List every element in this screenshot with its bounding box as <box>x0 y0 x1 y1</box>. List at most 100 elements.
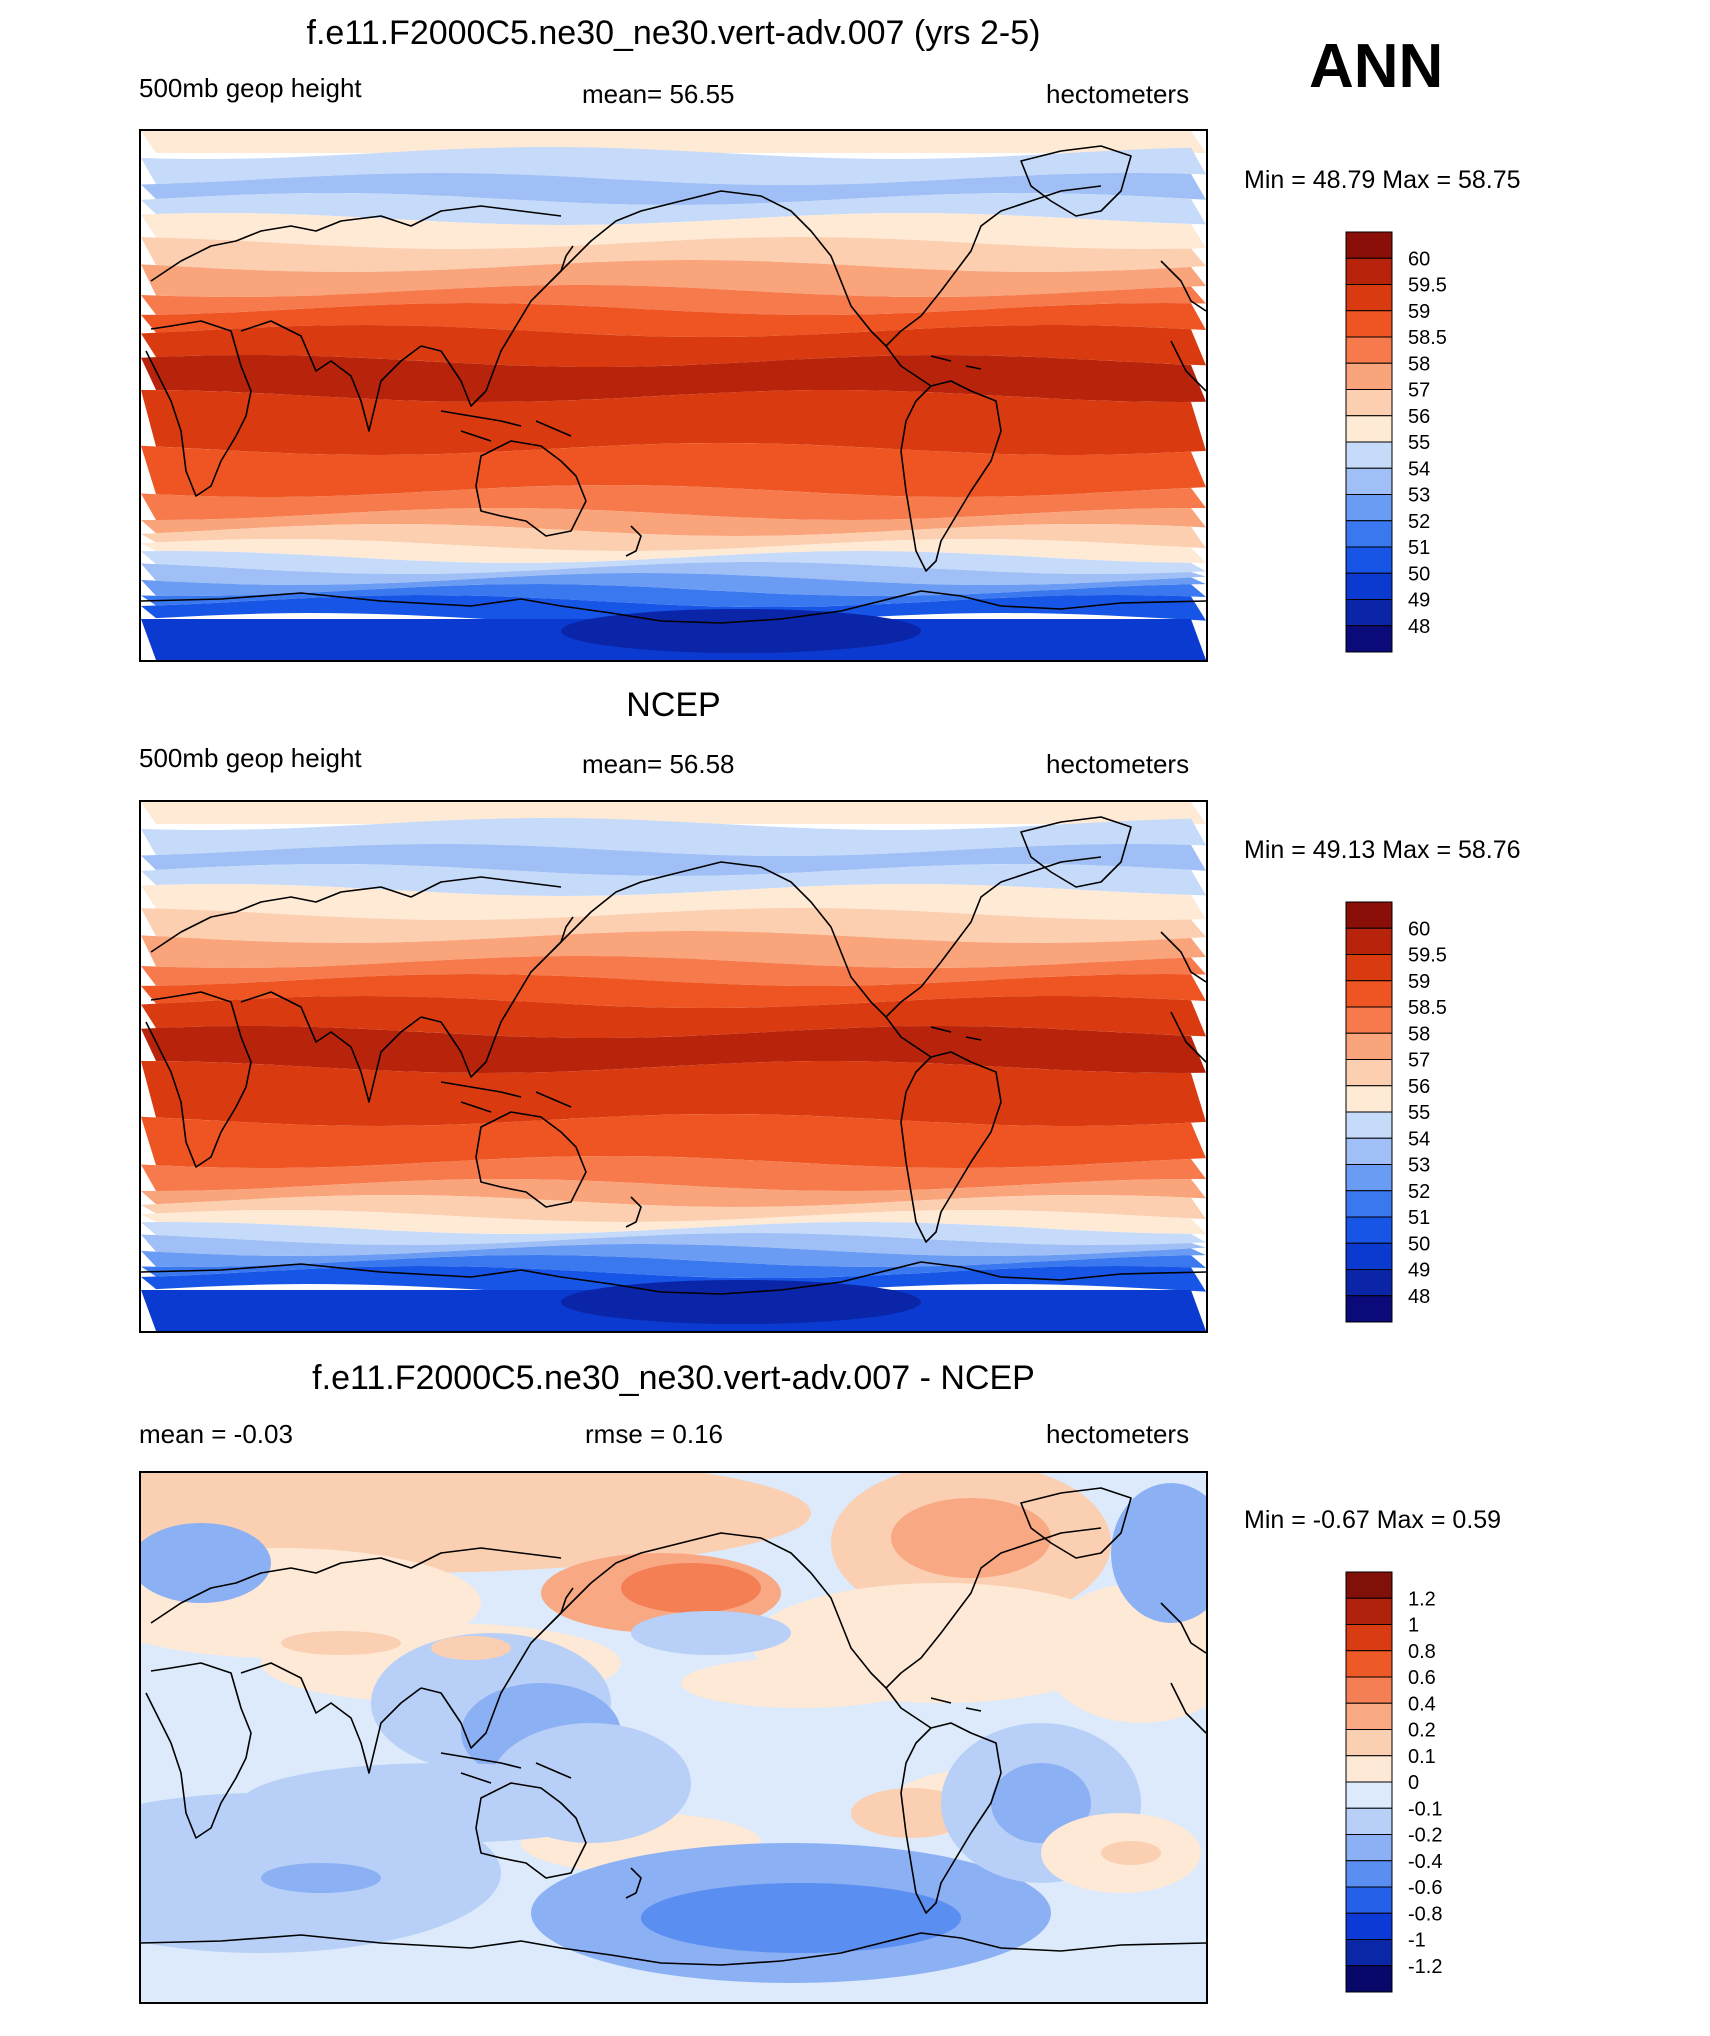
contour-band <box>141 864 1206 896</box>
coastline <box>145 320 252 497</box>
panel-1-map <box>139 129 1208 662</box>
coastline <box>150 205 562 282</box>
colorbar-box <box>1345 415 1393 443</box>
colorbar-label: 55 <box>1408 1102 1430 1124</box>
contour-band <box>141 956 1206 986</box>
panel-3-field <box>141 1473 1206 2002</box>
panel-3-coastlines <box>141 1487 1206 1966</box>
colorbar-label: 49 <box>1408 1260 1430 1282</box>
colorbar-label: 58 <box>1408 1023 1430 1045</box>
panel-3-minmax: Min = -0.67 Max = 0.59 <box>1244 1506 1502 1534</box>
coastline <box>900 1051 1002 1243</box>
panel-1-title: f.e11.F2000C5.ne30_ne30.vert-adv.007 (yr… <box>306 14 1041 52</box>
contour-region <box>681 1658 921 1708</box>
panel-2-minmax: Min = 49.13 Max = 58.76 <box>1244 836 1521 864</box>
panel-1-variable: 500mb geop height <box>139 73 362 103</box>
contour-band <box>141 1156 1206 1191</box>
contour-band <box>141 131 1206 153</box>
colorbar-label: -0.4 <box>1408 1851 1442 1873</box>
colorbar-box <box>1345 1242 1393 1270</box>
contour-region <box>141 1473 811 1573</box>
coastline <box>240 1662 422 1774</box>
contour-band <box>141 844 1206 876</box>
panel-3-mean: mean = -0.03 <box>139 1419 293 1449</box>
colorbar-box <box>1345 441 1393 469</box>
panel-3-map <box>139 1471 1208 2004</box>
panel-3-map-svg <box>141 1473 1206 2002</box>
colorbar-label: 52 <box>1408 511 1430 533</box>
colorbar-label: 0.8 <box>1408 1641 1436 1663</box>
contour-region <box>561 609 921 653</box>
panel-2-variable: 500mb geop height <box>139 743 362 773</box>
coastline <box>900 380 1002 572</box>
panel-2-title: NCEP <box>626 686 721 724</box>
colorbar-box <box>1345 1032 1393 1060</box>
colorbar-box <box>1345 1295 1393 1323</box>
colorbar-box <box>1345 336 1393 364</box>
colorbar-box <box>1345 1729 1393 1757</box>
colorbar-box <box>1345 625 1393 653</box>
contour-region <box>991 1763 1091 1843</box>
colorbar-box <box>1345 980 1393 1008</box>
colorbar-label: 59 <box>1408 301 1430 323</box>
colorbar-label: -0.8 <box>1408 1903 1442 1925</box>
colorbar-box <box>1345 1886 1393 1914</box>
coastline <box>625 525 642 557</box>
panel-3-colorbar: 1.2 1 0.8 0.6 0.4 0.2 0.1 0 -0.1 -0.2 -0.4 -0.6 -0.8… <box>1345 1571 1442 1993</box>
colorbar-label: 57 <box>1408 1050 1430 1072</box>
coastline <box>240 320 422 432</box>
colorbar-label: -1.2 <box>1408 1956 1442 1978</box>
colorbar-box <box>1345 1190 1393 1218</box>
colorbar-label: 51 <box>1408 537 1430 559</box>
colorbar-box <box>1345 1164 1393 1192</box>
panel-2-colorbar: 60 59.5 59 58.5 58 57 56 55 54 53 52 51 50 49 48 <box>1345 901 1447 1323</box>
contour-band <box>141 1195 1206 1222</box>
colorbar-label: 50 <box>1408 563 1430 585</box>
coastline <box>145 1662 252 1839</box>
colorbar-box <box>1345 1807 1393 1835</box>
contour-band <box>141 524 1206 551</box>
panel-2-map-svg <box>141 802 1206 1331</box>
contour-band <box>141 931 1206 968</box>
panel-1-coastlines <box>141 145 1206 624</box>
contour-band <box>141 1061 1206 1126</box>
coastline <box>145 991 252 1168</box>
colorbar-label: 0.2 <box>1408 1720 1436 1742</box>
colorbar-label: 53 <box>1408 485 1430 507</box>
contour-region <box>241 1763 641 1843</box>
coastline <box>475 1111 587 1208</box>
contour-region <box>891 1498 1051 1578</box>
coastline <box>550 916 574 953</box>
panel-2-coastlines <box>141 816 1206 1295</box>
colorbar-box <box>1345 1834 1393 1862</box>
coastline <box>150 876 562 953</box>
contour-band <box>141 443 1206 497</box>
contour-band <box>141 562 1206 585</box>
contour-band <box>141 355 1206 402</box>
colorbar-box <box>1345 1676 1393 1704</box>
contour-band <box>141 908 1206 943</box>
colorbar-box <box>1345 1137 1393 1165</box>
coastline <box>475 1782 587 1879</box>
contour-region <box>621 1563 761 1613</box>
colorbar-box <box>1345 1059 1393 1087</box>
coastline <box>1020 1487 1132 1559</box>
coastline <box>475 440 587 537</box>
colorbar-label: 58.5 <box>1408 997 1447 1019</box>
colorbar-box <box>1345 1939 1393 1967</box>
colorbar-box <box>1345 1650 1393 1678</box>
panel-3-title: f.e11.F2000C5.ne30_ne30.vert-adv.007 - N… <box>312 1359 1035 1397</box>
colorbar-label: 48 <box>1408 616 1430 638</box>
colorbar-label: -0.1 <box>1408 1798 1442 1820</box>
contour-band <box>141 1255 1206 1278</box>
colorbar-box <box>1345 1216 1393 1244</box>
contour-region <box>261 1863 381 1893</box>
colorbar-box <box>1345 1111 1393 1139</box>
colorbar-label: 56 <box>1408 1076 1430 1098</box>
coastline <box>150 1547 562 1624</box>
colorbar-box <box>1345 1597 1393 1625</box>
colorbar-box <box>1345 572 1393 600</box>
colorbar-label: -0.2 <box>1408 1825 1442 1847</box>
colorbar-label: 53 <box>1408 1155 1430 1177</box>
colorbar-box <box>1345 231 1393 259</box>
